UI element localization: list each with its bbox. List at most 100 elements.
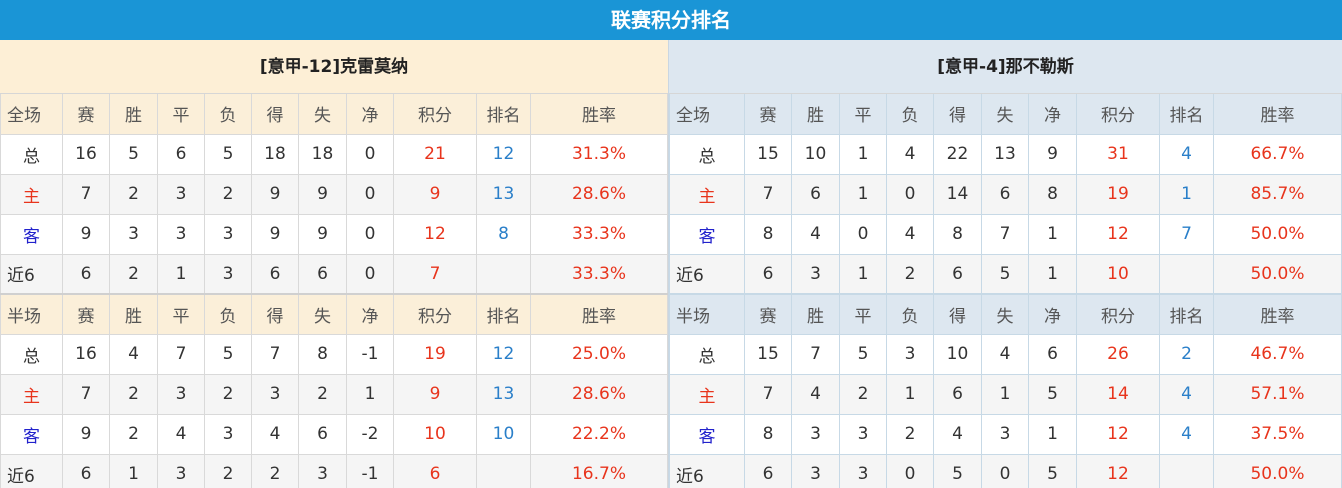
cell-points: 12 xyxy=(1076,454,1160,488)
column-header-points: 积分 xyxy=(393,293,477,335)
row-label: 主 xyxy=(0,174,63,215)
cell-goals-for: 22 xyxy=(933,134,982,175)
cell-points: 9 xyxy=(393,174,477,215)
cell-win-rate: 33.3% xyxy=(530,254,668,295)
cell-points: 19 xyxy=(393,334,477,375)
cell-win-rate: 50.0% xyxy=(1213,254,1342,295)
cell-goals-for: 9 xyxy=(251,174,299,215)
cell-drawn: 1 xyxy=(839,174,887,215)
column-header-win-rate: 胜率 xyxy=(1213,293,1342,335)
table-row: 近6 6 1 3 2 2 3 -1 6 16.7% xyxy=(0,454,668,488)
cell-won: 7 xyxy=(791,334,840,375)
cell-won: 3 xyxy=(109,214,158,255)
cell-lost: 3 xyxy=(204,414,252,455)
cell-won: 2 xyxy=(109,254,158,295)
home-team-panel: [意甲-12]克雷莫纳 全场赛胜平负得失净积分 排名 胜率总 16 5 6 5 18 18 0 21… xyxy=(0,40,669,488)
cell-won: 2 xyxy=(109,174,158,215)
cell-goals-for: 6 xyxy=(933,374,982,415)
cell-played: 8 xyxy=(744,214,792,255)
column-header-points: 积分 xyxy=(1076,293,1160,335)
cell-points: 10 xyxy=(393,414,477,455)
column-header-lost: 负 xyxy=(886,94,934,135)
cell-played: 15 xyxy=(744,334,792,375)
team-name: [意甲-12]克雷莫纳 xyxy=(0,40,668,94)
cell-rank: 10 xyxy=(476,414,531,455)
row-label: 主 xyxy=(0,374,63,415)
column-header-won: 胜 xyxy=(791,293,840,335)
row-label: 客 xyxy=(0,214,63,255)
cell-rank: 12 xyxy=(476,334,531,375)
cell-rank: 1 xyxy=(1159,174,1214,215)
cell-played: 15 xyxy=(744,134,792,175)
cell-points: 12 xyxy=(1076,214,1160,255)
standings-table: 全场赛胜平负得失净积分 排名 胜率总 16 5 6 5 18 18 0 21 12 31.3% 主 7 2 3 2… xyxy=(0,94,668,488)
section-header-row: 半场赛胜平负得失净积分 排名 胜率 xyxy=(669,293,1342,335)
table-row: 总 16 5 6 5 18 18 0 21 12 31.3% xyxy=(0,134,668,175)
column-header-won: 胜 xyxy=(109,94,158,135)
cell-rank: 12 xyxy=(476,134,531,175)
cell-drawn: 3 xyxy=(157,454,205,488)
cell-rank xyxy=(1159,254,1214,295)
cell-lost: 2 xyxy=(886,254,934,295)
cell-points: 7 xyxy=(393,254,477,295)
cell-won: 4 xyxy=(791,374,840,415)
cell-won: 3 xyxy=(791,454,840,488)
cell-played: 6 xyxy=(744,254,792,295)
column-header-goal-diff: 净 xyxy=(1028,94,1077,135)
cell-lost: 5 xyxy=(204,334,252,375)
cell-rank: 8 xyxy=(476,214,531,255)
cell-goals-for: 6 xyxy=(251,254,299,295)
cell-win-rate: 28.6% xyxy=(530,174,668,215)
cell-rank: 7 xyxy=(1159,214,1214,255)
row-label: 近6 xyxy=(669,254,745,295)
row-label: 近6 xyxy=(669,454,745,488)
cell-win-rate: 66.7% xyxy=(1213,134,1342,175)
cell-played: 9 xyxy=(62,414,110,455)
away-team-panel: [意甲-4]那不勒斯 全场赛胜平负得失净积分 排名 胜率总 15 10 1 4 22 13 9 31… xyxy=(669,40,1342,488)
cell-goals-against: 2 xyxy=(298,374,347,415)
cell-goal-diff: 1 xyxy=(1028,414,1077,455)
cell-points: 21 xyxy=(393,134,477,175)
cell-drawn: 4 xyxy=(157,414,205,455)
cell-drawn: 3 xyxy=(157,374,205,415)
column-header-goals-for: 得 xyxy=(933,293,982,335)
cell-won: 10 xyxy=(791,134,840,175)
cell-goal-diff: -1 xyxy=(346,334,394,375)
cell-points: 19 xyxy=(1076,174,1160,215)
cell-played: 6 xyxy=(744,454,792,488)
column-header-goal-diff: 净 xyxy=(346,293,394,335)
cell-goal-diff: 9 xyxy=(1028,134,1077,175)
table-row: 主 7 2 3 2 3 2 1 9 13 28.6% xyxy=(0,374,668,415)
cell-drawn: 3 xyxy=(839,454,887,488)
column-header-won: 胜 xyxy=(791,94,840,135)
cell-drawn: 1 xyxy=(839,134,887,175)
cell-played: 6 xyxy=(62,454,110,488)
cell-lost: 3 xyxy=(204,254,252,295)
column-header-lost: 负 xyxy=(204,293,252,335)
column-header-played: 赛 xyxy=(744,293,792,335)
cell-goals-for: 8 xyxy=(933,214,982,255)
cell-goal-diff: 1 xyxy=(1028,254,1077,295)
row-label: 主 xyxy=(669,374,745,415)
cell-win-rate: 28.6% xyxy=(530,374,668,415)
column-header-rank: 排名 xyxy=(476,94,531,135)
cell-rank: 2 xyxy=(1159,334,1214,375)
cell-goals-against: 9 xyxy=(298,174,347,215)
cell-rank xyxy=(476,254,531,295)
cell-win-rate: 50.0% xyxy=(1213,454,1342,488)
column-header-rank: 排名 xyxy=(1159,94,1214,135)
cell-lost: 0 xyxy=(886,174,934,215)
cell-goals-for: 6 xyxy=(933,254,982,295)
table-row: 客 8 4 0 4 8 7 1 12 7 50.0% xyxy=(669,214,1342,255)
cell-goal-diff: 1 xyxy=(1028,214,1077,255)
section-label: 全场 xyxy=(669,94,745,135)
cell-won: 2 xyxy=(109,374,158,415)
cell-win-rate: 46.7% xyxy=(1213,334,1342,375)
cell-goal-diff: 5 xyxy=(1028,454,1077,488)
cell-goals-against: 18 xyxy=(298,134,347,175)
column-header-drawn: 平 xyxy=(157,293,205,335)
cell-goal-diff: -1 xyxy=(346,454,394,488)
row-label: 总 xyxy=(0,134,63,175)
cell-played: 8 xyxy=(744,414,792,455)
cell-goals-for: 4 xyxy=(251,414,299,455)
